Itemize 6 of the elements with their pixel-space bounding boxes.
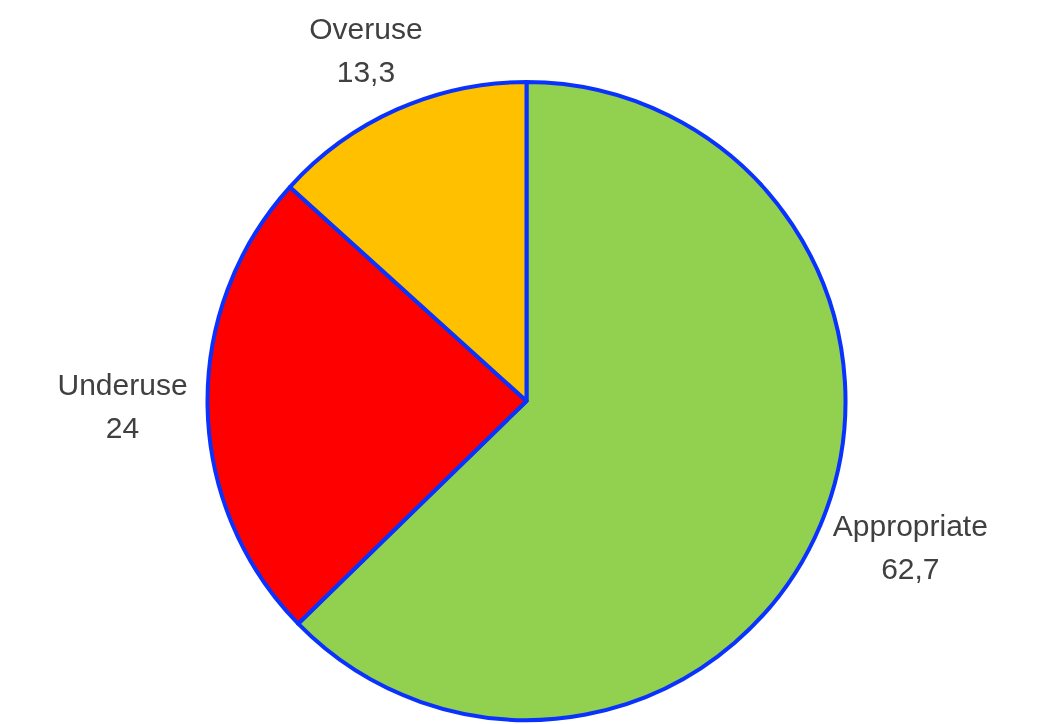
- data-label: 24: [105, 410, 140, 444]
- slice-label: Underuse: [57, 367, 188, 401]
- data-label: 62,7: [881, 552, 940, 586]
- slice-label: Overuse: [309, 11, 423, 45]
- data-label: 13,3: [336, 54, 396, 88]
- slice-label: Appropriate: [832, 509, 988, 543]
